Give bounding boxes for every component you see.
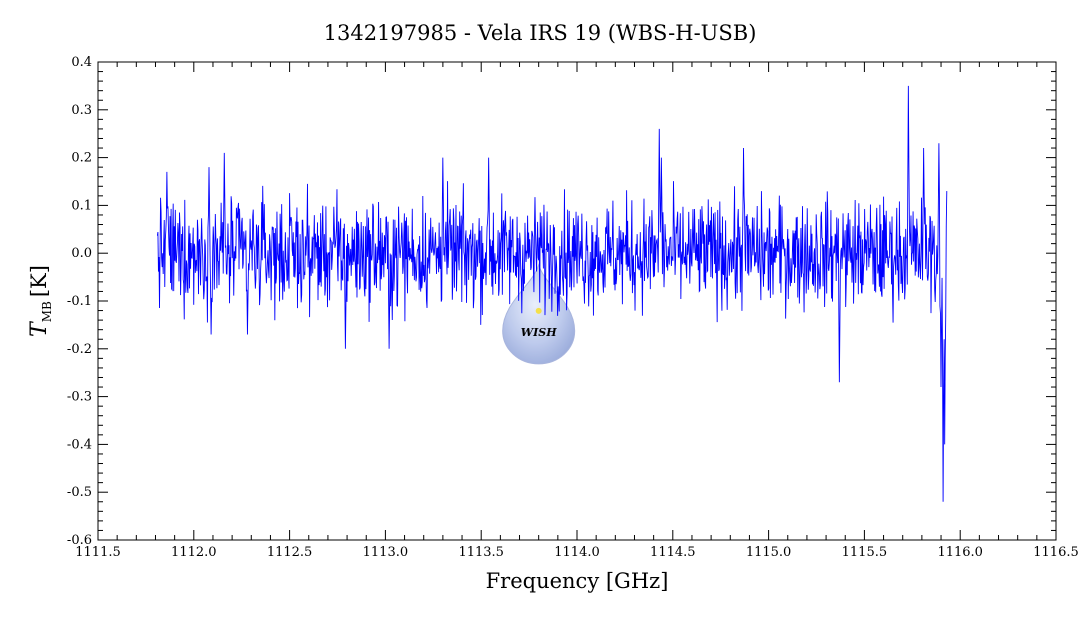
x-tick-label: 1112.5 <box>267 545 313 560</box>
y-axis-label: TMB [K] <box>27 265 54 337</box>
water-drop-shape <box>502 263 576 365</box>
y-tick-label: -0.3 <box>67 390 92 405</box>
x-axis: 1111.5 1112.0 1112.5 1113.0 1113.5 1114.0 1114… <box>75 62 1079 560</box>
y-tick-label: 0.0 <box>71 246 92 261</box>
plot-frame <box>97 61 1057 541</box>
y-tick-label: -0.1 <box>67 294 92 309</box>
y-tick-label: -0.6 <box>67 533 92 548</box>
plot-data-area <box>156 85 948 502</box>
x-tick-label: 1111.5 <box>75 545 121 560</box>
y-tick-label: -0.2 <box>67 342 92 357</box>
y-axis-label-symbol: T <box>27 320 52 337</box>
x-tick-label: 1114.5 <box>650 545 696 560</box>
y-tick-label: 0.4 <box>71 55 92 70</box>
x-tick-label: 1113.0 <box>363 545 409 560</box>
y-axis-label-subscript: MB <box>40 301 54 322</box>
y-tick-label: -0.5 <box>67 485 92 500</box>
y-tick-label: 0.2 <box>71 151 92 166</box>
x-tick-label: 1114.0 <box>554 545 600 560</box>
wish-logo-watermark: WISH <box>502 263 576 365</box>
y-tick-label: 0.3 <box>71 103 92 118</box>
spectrum-line <box>156 85 948 502</box>
x-axis-label: Frequency [GHz] <box>486 569 669 593</box>
y-axis: 0.4 0.3 0.2 0.1 0.0 -0.1 -0.2 -0.3 -0.4 -0.5 -0.6 <box>67 55 1056 548</box>
y-axis-label-unit: [K] <box>27 265 51 297</box>
x-tick-label: 1112.0 <box>171 545 217 560</box>
chart-title: 1342197985 - Vela IRS 19 (WBS-H-USB) <box>324 21 757 45</box>
x-tick-label: 1116.0 <box>937 545 983 560</box>
x-tick-label: 1116.5 <box>1033 545 1079 560</box>
y-tick-label: 0.1 <box>71 198 92 213</box>
y-tick-label: -0.4 <box>67 437 92 452</box>
x-tick-label: 1115.0 <box>746 545 792 560</box>
logo-star-dot <box>535 307 542 314</box>
x-tick-label: 1113.5 <box>458 545 504 560</box>
watermark-text: WISH <box>521 326 557 339</box>
x-tick-label: 1115.5 <box>842 545 888 560</box>
